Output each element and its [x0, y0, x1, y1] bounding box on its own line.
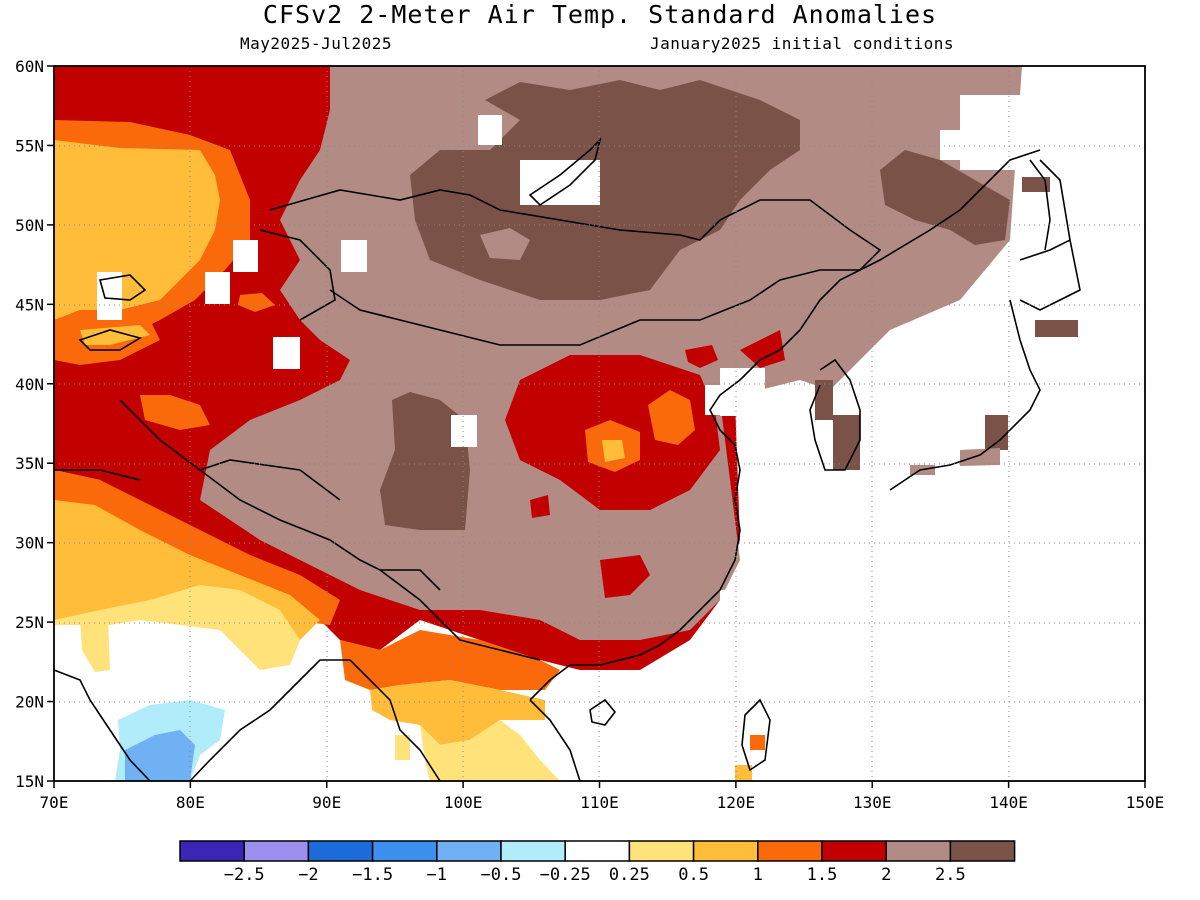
anomaly-region-brown-manchuria	[880, 150, 1010, 245]
legend-swatch	[500, 840, 566, 862]
anomaly-region-orange-seasia	[340, 630, 560, 690]
legend-label: −1	[427, 865, 447, 885]
anomaly-region-midblue	[125, 730, 195, 781]
lat-label: 60N	[15, 57, 44, 76]
lon-label: 150E	[1126, 793, 1165, 812]
legend-swatch	[692, 840, 759, 862]
legend-swatch	[243, 840, 310, 862]
anomaly-region-yellow-seasia	[370, 680, 545, 745]
legend-label: −0.25	[540, 865, 591, 885]
legend-label: 0.5	[678, 865, 709, 885]
lon-label: 90E	[312, 793, 341, 812]
legend-swatch	[821, 840, 887, 862]
legend-swatch	[307, 840, 374, 862]
masked-cells	[54, 95, 1020, 655]
legend-label: 2	[881, 865, 891, 885]
lon-label: 110E	[580, 793, 619, 812]
legend-swatch	[179, 840, 245, 862]
forecast-period: May2025-Jul2025	[240, 34, 392, 53]
graticule	[54, 66, 1145, 781]
lat-label: 15N	[15, 772, 44, 791]
lon-label: 120E	[717, 793, 756, 812]
legend-swatch	[885, 840, 952, 862]
legend-label: −1.5	[352, 865, 393, 885]
lon-label: 80E	[176, 793, 205, 812]
lat-label: 20N	[15, 693, 44, 712]
boundaries	[54, 137, 1081, 781]
legend-swatch	[371, 840, 438, 862]
lon-label: 130E	[853, 793, 892, 812]
legend-label: 0.25	[609, 865, 650, 885]
lon-label: 70E	[40, 793, 69, 812]
legend-swatch	[628, 840, 695, 862]
anomaly-region-orange-india	[54, 470, 340, 625]
lon-label: 140E	[989, 793, 1028, 812]
lat-label: 40N	[15, 375, 44, 394]
legend-swatch	[436, 840, 502, 862]
lat-label: 30N	[15, 534, 44, 553]
lat-label: 45N	[15, 295, 44, 314]
legend-label: 1.5	[807, 865, 838, 885]
lat-label: 50N	[15, 216, 44, 235]
lon-label: 100E	[444, 793, 483, 812]
anomaly-region-brown-tibet	[380, 392, 470, 530]
lat-label: 25N	[15, 613, 44, 632]
latitude-labels: 60N 55N 50N 45N 40N 35N 30N 25N 20N 15N	[15, 57, 54, 791]
longitude-labels: 70E 80E 90E 100E 110E 120E 130E 140E 150E	[40, 781, 1165, 812]
legend-label: −2	[298, 865, 318, 885]
lat-label: 35N	[15, 454, 44, 473]
legend-swatch	[564, 840, 631, 862]
legend-label: −0.5	[481, 865, 522, 885]
legend-swatch	[757, 840, 823, 862]
map-title: CFSv2 2-Meter Air Temp. Standard Anomali…	[262, 0, 938, 29]
initial-conditions: January2025 initial conditions	[650, 34, 954, 53]
anomaly-fields	[54, 66, 1145, 781]
legend-label: 1	[753, 865, 763, 885]
legend-label: 2.5	[935, 865, 966, 885]
legend-swatch	[949, 840, 1016, 862]
lat-label: 55N	[15, 136, 44, 155]
legend-label: −2.5	[224, 865, 265, 885]
anomaly-region-yellow-west	[54, 140, 220, 320]
